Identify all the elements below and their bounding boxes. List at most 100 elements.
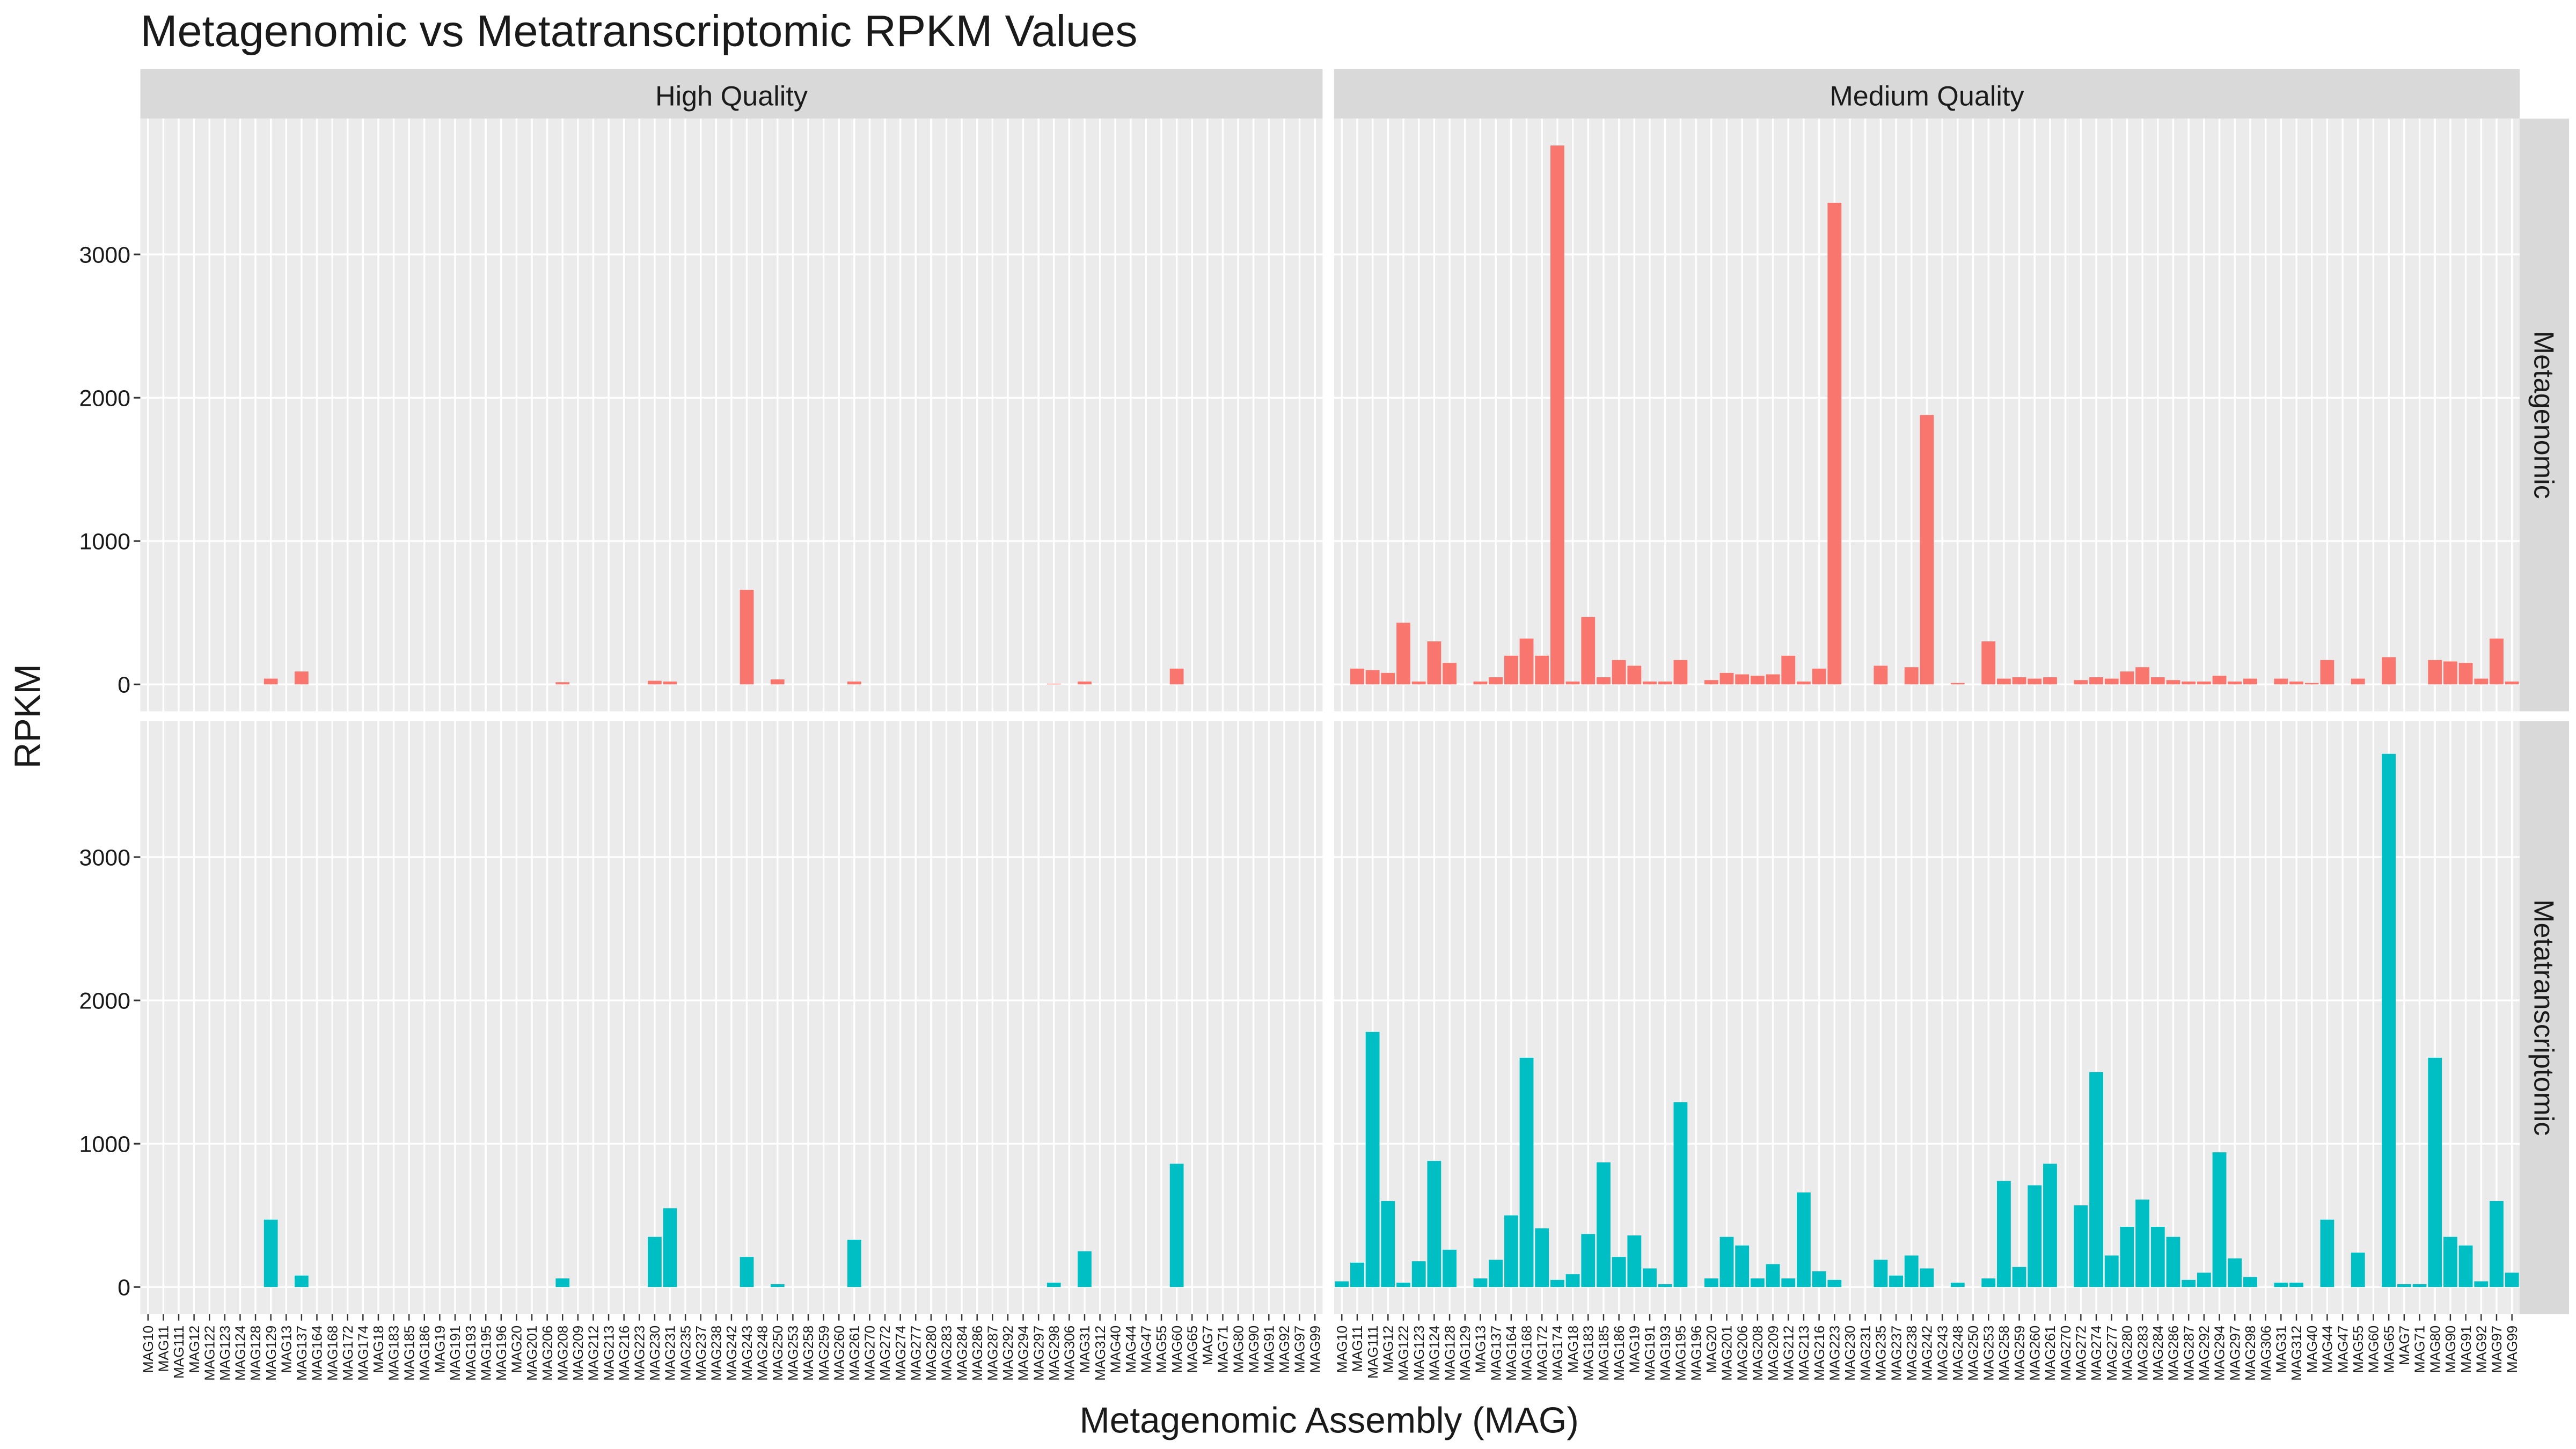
bar [1550, 145, 1564, 685]
x-tick-label: MAG230 [1842, 1326, 1858, 1381]
bar [1350, 668, 1364, 685]
x-tick-label: MAG122 [1395, 1326, 1411, 1381]
x-tick-label: MAG237 [693, 1326, 709, 1381]
bar [1046, 1283, 1061, 1287]
bar [1169, 1163, 1184, 1287]
x-tick-label: MAG277 [908, 1326, 924, 1381]
bar [663, 1208, 677, 1287]
bar [1565, 1274, 1580, 1287]
bar [1766, 1264, 1780, 1287]
x-tick-label: MAG193 [463, 1326, 479, 1381]
x-tick-label: MAG10 [1334, 1326, 1350, 1373]
bar [1627, 1235, 1642, 1287]
x-tick-label: MAG272 [877, 1326, 893, 1381]
bar [1335, 1281, 1349, 1287]
x-tick-label: MAG123 [217, 1326, 233, 1381]
bar [2274, 678, 2288, 685]
bar [2505, 681, 2519, 685]
x-tick-label: MAG253 [785, 1326, 801, 1381]
x-tick-label: MAG12 [1380, 1326, 1396, 1373]
x-tick-label: MAG128 [1441, 1326, 1458, 1381]
bar [2104, 678, 2119, 685]
x-tick-label: MAG250 [770, 1326, 786, 1381]
bar [1612, 660, 1626, 685]
bar [1504, 1215, 1518, 1287]
bar [1381, 672, 1395, 685]
bar [2166, 1236, 2180, 1287]
bar [2150, 1227, 2165, 1287]
bar [2197, 1272, 2211, 1287]
x-tick-label: MAG47 [2334, 1326, 2351, 1373]
bar [2104, 1255, 2119, 1287]
bar [648, 1236, 662, 1287]
bar [1981, 641, 1996, 685]
x-tick-label: MAG297 [2227, 1326, 2243, 1381]
x-tick-label: MAG238 [1904, 1326, 1920, 1381]
x-tick-label: MAG91 [2458, 1326, 2474, 1373]
x-tick-label: MAG312 [1092, 1326, 1108, 1381]
x-tick-label: MAG242 [1919, 1326, 1935, 1381]
bar [2505, 1272, 2519, 1287]
x-tick-label: MAG261 [846, 1326, 862, 1381]
x-tick-label: MAG40 [1107, 1326, 1123, 1373]
x-tick-label: MAG212 [586, 1326, 602, 1381]
bar [1169, 668, 1184, 685]
bar [2074, 680, 2088, 685]
y-tick-label: 2000 [79, 385, 131, 411]
bar [1797, 1192, 1811, 1287]
x-tick-label: MAG253 [1980, 1326, 1996, 1381]
x-tick-label: MAG90 [1246, 1326, 1262, 1373]
bar [264, 1219, 278, 1287]
bar [663, 681, 677, 685]
bar [1597, 677, 1611, 685]
x-tick-label: MAG213 [1796, 1326, 1812, 1381]
x-tick-label: MAG122 [201, 1326, 217, 1381]
bar [295, 1275, 309, 1287]
bar [1350, 1262, 1364, 1287]
bar [1981, 1278, 1996, 1287]
x-tick-label: MAG277 [2104, 1326, 2120, 1381]
bar [2458, 1245, 2473, 1287]
bar [2182, 681, 2196, 685]
bar [1427, 1161, 1441, 1287]
bar [1473, 1278, 1488, 1287]
x-tick-label: MAG216 [616, 1326, 632, 1381]
bar [1827, 202, 1842, 685]
x-tick-label: MAG92 [2473, 1326, 2489, 1373]
x-tick-label: MAG258 [1996, 1326, 2012, 1381]
facet-label: Metatranscriptomic [2528, 899, 2559, 1136]
y-tick-label: 3000 [79, 242, 131, 268]
bar [2443, 661, 2457, 685]
bar [2212, 1152, 2227, 1287]
bar [2490, 638, 2504, 685]
x-tick-label: MAG174 [355, 1326, 371, 1381]
bar [295, 671, 309, 685]
x-tick-label: MAG248 [1950, 1326, 1966, 1381]
bar [1704, 680, 1718, 685]
x-tick-label: MAG164 [1503, 1326, 1519, 1381]
x-tick-label: MAG201 [1719, 1326, 1735, 1381]
y-tick-label: 1000 [79, 1131, 131, 1157]
x-tick-label: MAG13 [278, 1326, 294, 1373]
x-tick-label: MAG97 [1292, 1326, 1308, 1373]
x-tick-label: MAG20 [1703, 1326, 1719, 1373]
x-tick-label: MAG292 [1000, 1326, 1016, 1381]
bar [2182, 1279, 2196, 1287]
bar [1443, 663, 1457, 685]
bar [1396, 1283, 1410, 1287]
facet-label: Metagenomic [2528, 331, 2559, 499]
bar [1565, 681, 1580, 685]
bar [1643, 681, 1657, 685]
x-tick-label: MAG238 [708, 1326, 724, 1381]
bar [2458, 663, 2473, 685]
x-tick-label: MAG18 [1565, 1326, 1581, 1373]
bar [1473, 681, 1488, 685]
x-tick-label: MAG174 [1549, 1326, 1565, 1381]
x-tick-label: MAG124 [232, 1326, 248, 1381]
bar [740, 589, 754, 685]
x-tick-label: MAG274 [892, 1326, 909, 1381]
x-tick-label: MAG272 [2073, 1326, 2089, 1381]
bar [2274, 1283, 2288, 1287]
x-tick-label: MAG195 [478, 1326, 494, 1381]
x-tick-label: MAG191 [1642, 1326, 1658, 1381]
